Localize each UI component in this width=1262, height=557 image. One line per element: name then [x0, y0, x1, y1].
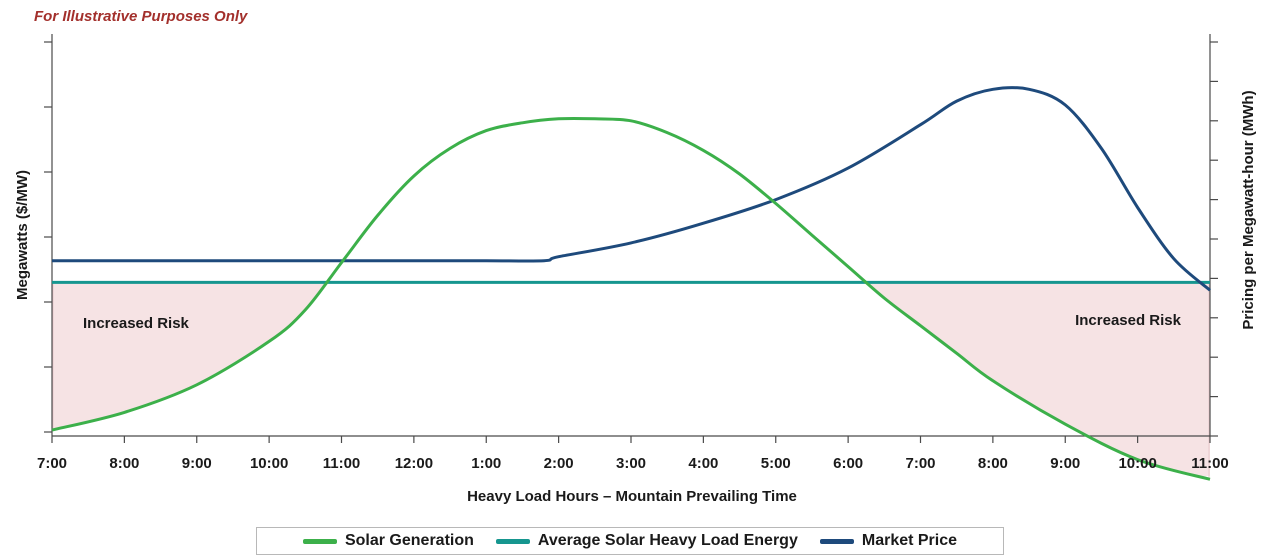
legend-item-average: Average Solar Heavy Load Energy	[495, 532, 798, 550]
legend-label-average: Average Solar Heavy Load Energy	[537, 532, 798, 549]
x-tick-label: 3:00	[616, 455, 646, 472]
legend-swatch-average	[495, 538, 530, 544]
legend-label-market: Market Price	[861, 532, 958, 549]
y-axis-title-left: Megawatts ($/MW)	[14, 170, 31, 300]
chart-legend: Solar Generation Average Solar Heavy Loa…	[256, 527, 1004, 555]
risk-annotation-left: Increased Risk	[83, 315, 190, 332]
series-line-market-price	[51, 86, 1211, 292]
x-tick-label: 8:00	[978, 455, 1008, 472]
x-tick-label: 10:00	[1118, 455, 1156, 472]
x-tick-label: 2:00	[544, 455, 574, 472]
illustrative-note: For Illustrative Purposes Only	[34, 8, 248, 25]
x-tick-label: 9:00	[1050, 455, 1080, 472]
x-tick-label: 5:00	[761, 455, 791, 472]
x-tick-label: 10:00	[250, 455, 288, 472]
risk-annotation-right: Increased Risk	[1075, 312, 1182, 329]
line-chart: 7:00 8:00 9:00 10:00 11:00 12:00 1:00 2:00 3:00 4…	[14, 34, 1257, 505]
x-tick-label: 7:00	[37, 455, 67, 472]
axes	[44, 34, 1218, 443]
y-axis-title-right: Pricing per Megawatt-hour (MWh)	[1240, 90, 1257, 329]
legend-item-market: Market Price	[819, 532, 958, 550]
x-tick-label: 7:00	[905, 455, 935, 472]
x-tick-label: 12:00	[395, 455, 433, 472]
x-axis-title: Heavy Load Hours – Mountain Prevailing T…	[467, 488, 797, 505]
legend-label-solar: Solar Generation	[344, 532, 474, 549]
legend-swatch-solar	[302, 538, 337, 544]
legend-item-solar: Solar Generation	[302, 532, 474, 550]
series-line-solar-generation	[51, 116, 1211, 481]
x-tick-label: 4:00	[688, 455, 718, 472]
x-tick-label: 11:00	[323, 455, 361, 472]
legend-swatch-market	[819, 538, 854, 544]
x-tick-label: 9:00	[182, 455, 212, 472]
x-tick-label: 11:00	[1191, 455, 1229, 472]
risk-areas	[52, 282, 1210, 480]
x-tick-label: 8:00	[109, 455, 139, 472]
x-tick-label: 6:00	[833, 455, 863, 472]
x-tick-label: 1:00	[471, 455, 501, 472]
risk-area	[52, 282, 1210, 476]
series-lines	[51, 86, 1211, 481]
x-tick-labels: 7:00 8:00 9:00 10:00 11:00 12:00 1:00 2:00 3:00 4…	[37, 455, 1229, 472]
